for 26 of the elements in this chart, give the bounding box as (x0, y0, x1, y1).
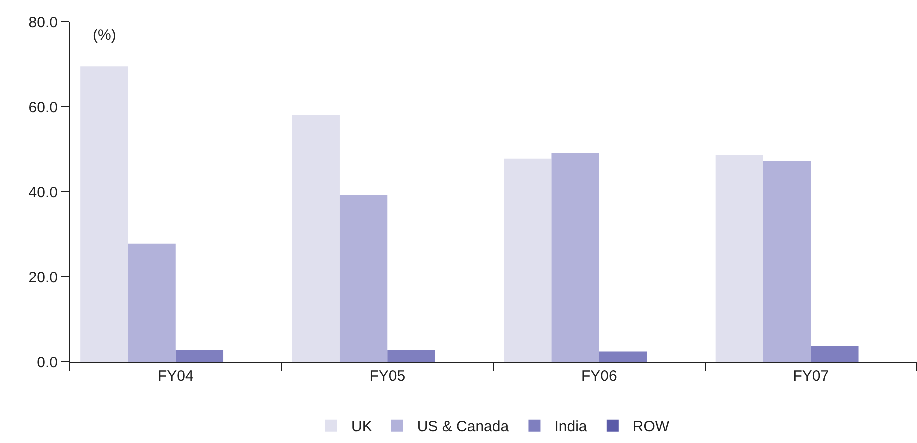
legend-label: ROW (632, 418, 670, 436)
legend-label: India (554, 418, 588, 436)
bar (763, 161, 812, 362)
y-tick-label: 20.0 (28, 269, 58, 286)
bar (599, 352, 648, 362)
bar (811, 346, 859, 362)
bar (80, 66, 128, 362)
x-tick-label: FY06 (581, 368, 618, 385)
legend-label: UK (352, 418, 372, 436)
bar (388, 350, 436, 362)
bar (552, 153, 600, 362)
bar (340, 195, 388, 362)
x-tick-label: FY05 (370, 368, 406, 385)
bar (128, 244, 176, 362)
x-tick-label: FY07 (793, 368, 830, 385)
bar (716, 155, 764, 362)
y-tick-label: 60.0 (28, 99, 58, 116)
x-tick-label: FY04 (158, 368, 194, 385)
bar (292, 115, 340, 362)
bar (176, 350, 224, 362)
y-axis-title: (%) (93, 27, 116, 44)
y-tick-label: 0.0 (37, 354, 58, 372)
y-tick-label: 40.0 (28, 184, 58, 202)
y-tick-label: 80.0 (28, 14, 58, 32)
bar (504, 158, 552, 362)
legend-label: US & Canada (417, 418, 510, 436)
